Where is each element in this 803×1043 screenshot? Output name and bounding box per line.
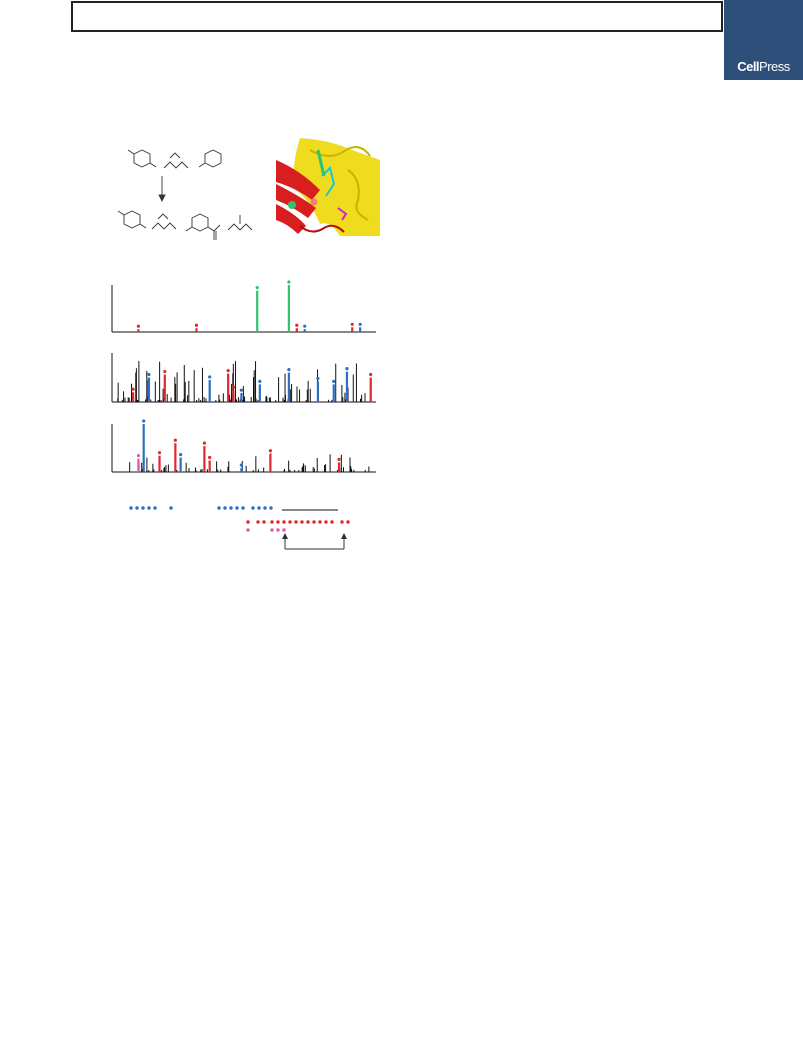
ion-dot [129,506,133,510]
peak-marker [194,323,199,327]
ion-dot [169,506,173,510]
peak-marker [147,372,151,377]
peak-marker [208,455,212,460]
chemical-structures [117,149,253,240]
page-header-box [71,1,723,32]
ion-dot [262,520,266,524]
peak-marker [295,323,299,327]
ion-dot [217,506,221,510]
ion-dot [256,520,260,524]
ion-dot [324,520,328,524]
peak-marker [255,286,259,290]
peak-marker [208,375,212,379]
ion-dot [300,520,304,524]
ion-dot [306,520,310,524]
fragment-coverage-map [129,506,350,550]
peak-marker [202,441,206,445]
ion-dot [276,520,280,524]
peak-marker [179,453,183,457]
cellpress-logo: CellPress [737,59,790,74]
peak-marker [157,451,162,455]
ion-dot [153,506,157,510]
peak-marker [345,367,349,371]
ion-dot [251,506,255,510]
ion-dot [269,506,273,510]
peak-marker [136,324,140,328]
peak-marker [258,379,262,383]
aromatic-ring [123,210,141,229]
ion-dot [235,506,239,510]
peak-marker [287,280,291,284]
spectrum-panel-1 [111,280,376,333]
peak-marker [142,419,146,423]
ion-dot [346,520,350,524]
ion-dot [147,506,151,510]
ion-dot [312,520,316,524]
ion-dot [135,506,139,510]
ion-dot [318,520,322,524]
spectrum-panel-2 [111,353,376,403]
ion-dot [340,520,344,524]
ion-dot [257,506,261,510]
peak-marker [332,379,336,383]
peak-marker [268,449,272,453]
modified-ion-dots [246,528,286,532]
peak-marker [287,368,291,372]
ion-dot [246,528,250,532]
b-ion-dots [129,506,273,510]
spectrum-2-peaks [131,367,373,402]
peak-marker [337,457,341,461]
y-ion-dots [246,520,350,524]
peak-marker [369,372,373,377]
ion-dot [270,520,274,524]
ion-dot [330,520,334,524]
peak-marker [239,463,243,467]
crosslink-bracket [282,533,347,550]
peak-marker [350,322,354,326]
peak-marker [239,388,243,392]
aromatic-ring [133,149,151,168]
peak-marker [163,369,167,374]
cellpress-brand-block: CellPress [724,0,803,80]
ion-dot [229,506,233,510]
aromatic-ring [191,213,209,232]
ion-dot [246,520,250,524]
peak-marker [316,376,320,381]
spectrum-3-baseline-peaks [129,453,370,472]
ion-dot [263,506,267,510]
ion-dot [282,528,286,532]
peak-marker [231,385,236,389]
spectrum-1-peaks [136,280,362,332]
spectrum-panel-3 [111,419,376,473]
chain-fragment [227,223,253,231]
peak-marker [136,453,140,458]
ion-dot [223,506,227,510]
chain-fragment [151,222,177,230]
protein-structure-image [276,138,380,236]
peak-marker [358,322,362,326]
peak-marker [303,324,307,328]
ion-dot [282,520,286,524]
ion-dot [270,528,274,532]
ion-dot [294,520,298,524]
peak-marker [226,368,230,373]
aromatic-ring [204,149,222,168]
spectrum-3-peaks [136,419,341,472]
peak-marker [131,387,135,391]
chain-fragment [163,161,189,169]
ion-dot [141,506,145,510]
ion-dot [276,528,280,532]
ion-dot [288,520,292,524]
ion-dot [241,506,245,510]
peak-marker [173,438,177,442]
